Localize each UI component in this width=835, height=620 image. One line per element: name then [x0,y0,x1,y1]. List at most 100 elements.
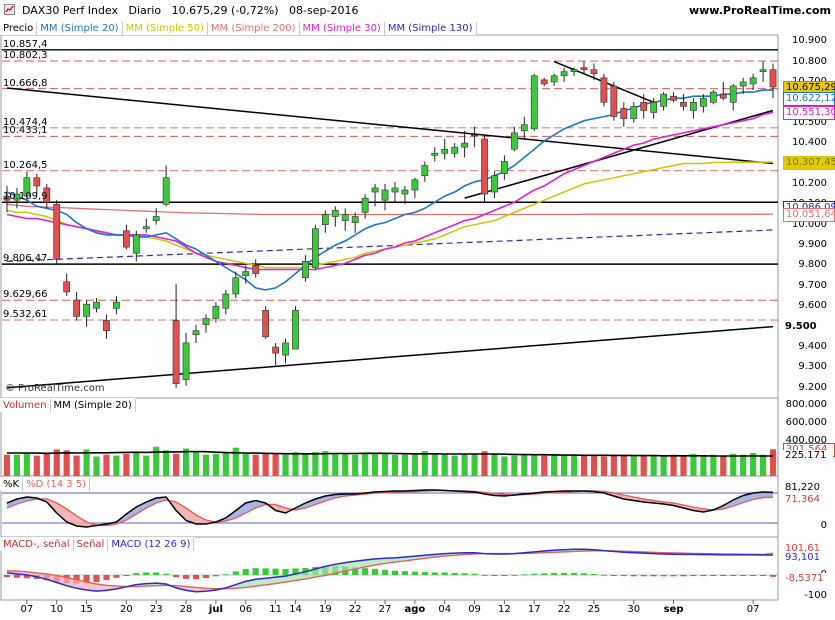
macd-histogram-bar [561,572,568,575]
candle-body [769,69,777,88]
candle-body [729,85,737,103]
volume-bar [103,454,110,476]
macd-panel-frame [0,536,779,601]
volume-bar [381,453,389,476]
candle-body [709,91,717,103]
candle-body [361,197,369,213]
candle-body [451,146,459,154]
volume-bar [133,452,140,476]
macd-histogram-bar [113,575,120,578]
chart-icon[interactable] [4,4,15,15]
legend-item[interactable]: MM (Simple 130) [385,21,477,35]
macd-histogram-bar [700,575,707,577]
volume-bar [73,455,80,476]
volume-bar [352,454,359,476]
macd-histogram-bar [381,569,389,575]
macd-histogram-bar [362,568,369,575]
legend-item[interactable]: MM (Simple 50) [123,21,208,35]
trend-line [6,87,774,165]
volume-bar [730,453,737,476]
volume-bar [610,454,617,476]
candle-body [331,210,339,217]
level-label: 10.264,5 [3,159,48,171]
macd-fill [325,564,336,576]
volume-bar [411,453,418,476]
legend-item[interactable]: MM (Simple 30) [300,21,385,35]
candle-body [252,265,260,274]
legend-item[interactable]: Precio [0,21,38,35]
macd-histogram-bar [580,573,588,575]
candle-body [23,177,31,197]
volume-bar [113,455,120,476]
volume-tick-label: 400.000 [785,434,827,446]
stoch-k-badge: 81,220 [783,482,833,495]
legend-item[interactable]: MACD (12 26 9) [108,537,195,551]
macd-histogram-bar [630,575,637,577]
volume-bar [600,456,607,476]
legend-item[interactable]: Señal [74,537,109,551]
volume-bar [292,452,299,476]
macd-histogram-bar [650,575,657,577]
volume-bar [3,454,11,476]
macd-histogram-bar [720,575,727,576]
legend-item[interactable]: %D (14 3 5) [23,477,91,491]
legend-item[interactable]: MM (Simple 20) [37,21,123,35]
macd-histogram-bar [292,568,299,575]
volume-bar [521,454,528,476]
macd-histogram-bar [3,575,11,578]
price-badge: 10.551,30 [783,106,835,121]
candle-body [292,310,299,350]
volume-bar [700,455,707,476]
candle-body [461,142,468,148]
volume-bar [471,453,478,476]
volume-bar [23,453,30,476]
macd-histogram-bar [103,575,110,581]
candle-body [540,79,548,85]
x-tick-label: 10 [50,604,64,615]
x-tick-label: 20 [119,604,133,615]
legend-item[interactable]: Volumen [0,398,51,412]
level-label: 9.806,47 [3,253,48,265]
volume-bar [202,454,210,476]
stoch-fill [136,502,147,514]
macd-histogram-bar [501,575,508,576]
macd-histogram-bar [740,575,747,576]
macd-histogram-bar [272,568,279,575]
trend-line [6,325,774,389]
legend-item[interactable]: MACD-, señal [0,537,74,551]
volume-bar [63,450,70,476]
macd-fill [335,562,346,574]
volume-sma-line [7,450,773,457]
candle-body [341,214,349,221]
macd-histogram-bar [660,575,667,577]
stoch-fill [66,509,77,526]
macd-histogram-bar [620,575,627,577]
volume-legend: Volumen MM (Simple 20) [0,398,136,412]
level-label: 10.666,8 [3,77,48,89]
candle-body [759,69,767,73]
legend-item[interactable]: %K [0,477,24,491]
legend-item[interactable]: MM (Simple 20) [51,398,136,412]
brand-label: www.ProRealTime.com [688,4,831,17]
stoch-legend: %K %D (14 3 5) [0,477,91,491]
price-axis-bold-label: 9.500 [783,320,833,333]
macd-histogram-bar [640,575,647,577]
volume-bar [690,453,697,476]
price-tick-label: 10.800 [792,55,827,67]
volume-bar [590,455,598,476]
price-tick-label: 10.200 [792,177,827,189]
legend-item[interactable]: MM (Simple 200) [208,21,300,35]
volume-bar [501,456,508,476]
candle-body [520,124,528,132]
volume-bar [759,454,767,476]
stoch-fill [315,496,326,505]
macd-histogram-bar [590,573,598,575]
candle-body [312,228,319,268]
candle-body [3,195,11,201]
volume-bar [272,453,279,476]
candle-body [162,177,170,205]
macd-histogram-bar [471,573,478,575]
candle-body [471,134,478,137]
candle-body [610,85,618,117]
